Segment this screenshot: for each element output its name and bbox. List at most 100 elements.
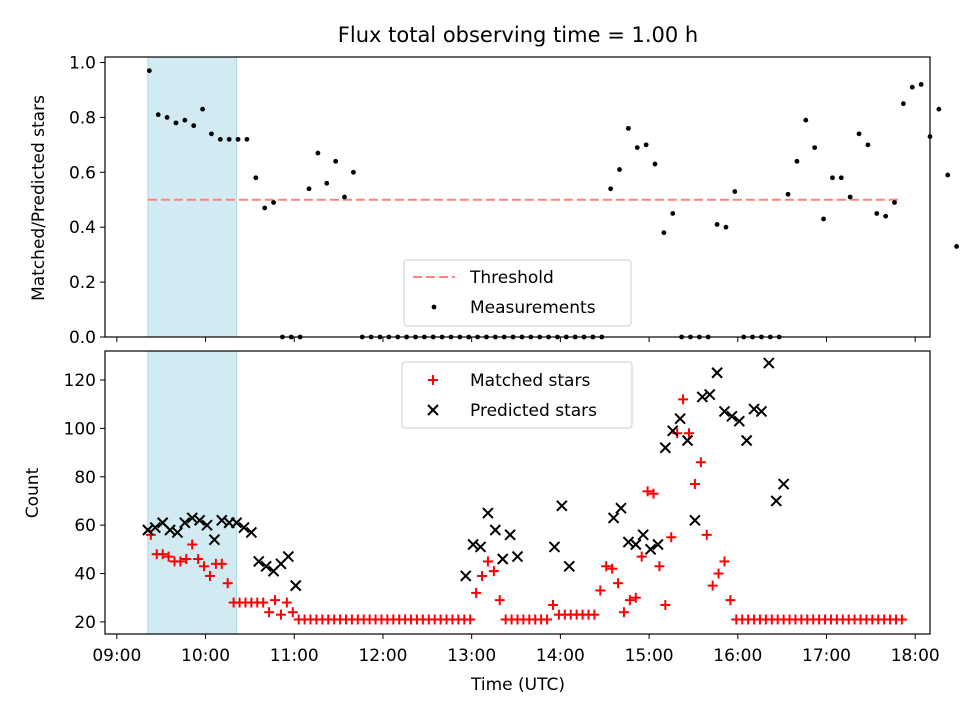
measurement-point — [350, 169, 356, 175]
predicted-point — [201, 519, 213, 531]
predicted-point — [208, 533, 221, 546]
bottom-y-ticks: 20 40 60 80 100 120 — [64, 371, 105, 633]
measurement-point — [865, 142, 871, 148]
matched-point — [684, 428, 695, 439]
predicted-point — [718, 405, 731, 418]
legend-measurement-label: Measurements — [470, 298, 596, 318]
matched-point — [630, 592, 641, 603]
predicted-point — [652, 538, 664, 551]
matched-point — [707, 580, 718, 591]
matched-point — [287, 607, 298, 618]
matched-point — [193, 554, 204, 565]
matched-point — [270, 595, 281, 606]
bottom-plot-area — [142, 350, 907, 635]
measurement-point — [883, 213, 889, 219]
top-plot-area — [146, 56, 960, 340]
bottom-axes-frame — [104, 350, 931, 635]
predicted-point — [238, 521, 250, 534]
measurement-point — [146, 68, 152, 74]
predicted-point — [726, 410, 738, 423]
matched-point — [654, 561, 665, 572]
matched-point — [216, 558, 227, 569]
measurement-point — [342, 194, 347, 200]
measurement-point — [209, 131, 214, 137]
measurement-point — [173, 120, 179, 126]
matched-point — [494, 595, 505, 606]
y-tick-label: 0.0 — [69, 328, 96, 348]
bottom-legend: Matched stars Predicted stars — [401, 361, 633, 429]
matched-point — [163, 551, 174, 562]
matched-point — [482, 556, 493, 567]
y-tick-label: 0.2 — [69, 273, 96, 293]
predicted-point — [548, 541, 561, 553]
measurement-point — [643, 142, 649, 148]
predicted-point — [193, 514, 206, 527]
measurement-point — [244, 136, 250, 142]
legend-box — [403, 259, 632, 327]
predicted-point — [733, 415, 745, 427]
predicted-point — [142, 524, 154, 536]
predicted-point — [186, 512, 198, 524]
matched-point — [613, 578, 624, 589]
measurement-point — [847, 194, 853, 200]
matched-point — [204, 570, 215, 581]
predicted-point — [179, 517, 191, 529]
measurement-point — [785, 191, 791, 197]
predicted-point — [763, 357, 775, 369]
matched-point — [660, 599, 671, 610]
predicted-point — [511, 550, 524, 563]
measurement-point — [164, 114, 170, 120]
measurement-point — [155, 112, 161, 118]
top-y-axis-label: Matched/Predicted stars — [29, 95, 49, 301]
matched-point — [542, 614, 553, 625]
predicted-point — [748, 403, 760, 415]
measurement-point — [315, 150, 321, 156]
measurement-point — [191, 123, 197, 129]
top-panel: Flux total observing time = 1.00 h Match… — [29, 23, 960, 348]
bottom-panel: Count Time (UTC) 20 40 60 80 100 120 09:00 10:… — [23, 350, 940, 695]
predicted-point — [171, 526, 184, 539]
matched-point — [175, 556, 186, 567]
legend-box — [401, 361, 633, 429]
predicted-point — [755, 405, 768, 418]
bottom-x-ticks: 09:00 10:00 11:00 12:00 13:00 14:00 15:00 16:00… — [92, 634, 940, 666]
highlight-span — [147, 56, 238, 338]
matched-point — [281, 597, 292, 608]
top-y-ticks: 0.0 0.2 0.4 0.6 0.8 1.0 — [69, 53, 105, 348]
predicted-point — [777, 478, 790, 490]
measurement-point — [918, 82, 924, 87]
matched-point — [181, 554, 192, 565]
matched-point — [689, 479, 700, 490]
x-tick-label: 12:00 — [358, 646, 407, 666]
predicted-point — [216, 514, 228, 527]
measurement-point — [661, 230, 667, 236]
y-tick-label: 1.0 — [69, 53, 96, 73]
measurement-point — [235, 136, 241, 142]
predicted-point — [290, 579, 302, 592]
matched-point — [601, 561, 612, 572]
matched-point — [477, 570, 488, 581]
predicted-point — [482, 507, 494, 519]
x-tick-label: 11:00 — [270, 646, 319, 666]
matched-point — [636, 551, 647, 562]
matched-point — [157, 549, 168, 560]
y-tick-label: 0.6 — [69, 163, 96, 183]
matched-point — [595, 585, 606, 596]
measurement-point — [892, 200, 897, 205]
predicted-point — [689, 514, 701, 527]
predicted-point — [659, 442, 672, 454]
measurement-point — [909, 84, 915, 90]
matched-point — [719, 556, 730, 567]
legend-matched-swatch — [428, 375, 438, 385]
matched-point — [547, 599, 558, 610]
measurement-point — [794, 158, 800, 164]
predicted-point — [164, 524, 176, 536]
measurement-point — [226, 136, 232, 142]
bottom-y-axis-label: Count — [23, 467, 43, 518]
measurement-point — [723, 224, 729, 230]
predicted-point — [615, 502, 627, 514]
measurement-point — [608, 186, 614, 192]
highlight-span — [147, 350, 238, 635]
measurement-point — [670, 211, 676, 216]
